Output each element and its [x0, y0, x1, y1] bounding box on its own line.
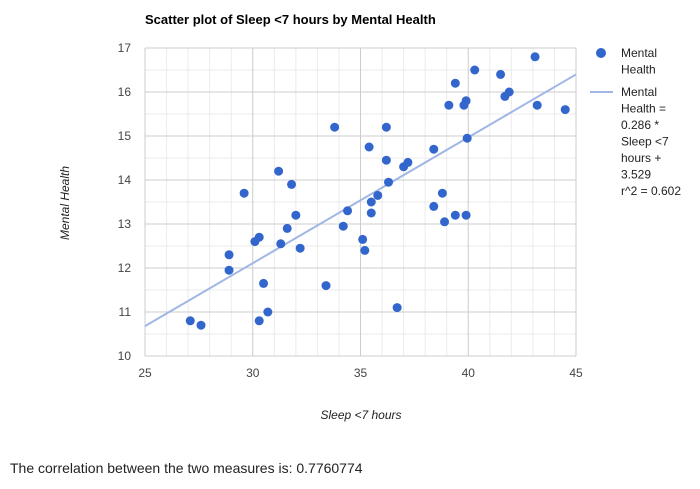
x-axis-label: Sleep <7 hours [320, 408, 401, 422]
legend-text-line: Health = [621, 102, 666, 116]
correlation-text: The correlation between the two measures… [10, 460, 363, 476]
data-point [450, 78, 460, 88]
data-point [259, 278, 269, 288]
data-point [291, 210, 301, 220]
data-point [254, 316, 264, 326]
legend-text-line: Health [621, 63, 656, 77]
legend-text-line: hours + [621, 151, 661, 165]
legend-label-trendline: Mental Health = 0.286 * Sleep <7 hours + 3.52… [621, 85, 681, 198]
data-point [403, 157, 413, 167]
data-point [532, 100, 542, 110]
data-point [461, 210, 471, 220]
grid [144, 47, 577, 357]
y-tick-label: 15 [118, 129, 132, 143]
data-point [338, 221, 348, 231]
data-point [287, 179, 297, 189]
x-tick-label: 45 [569, 366, 583, 380]
data-point [330, 122, 340, 132]
data-point [366, 197, 376, 207]
x-tick-label: 40 [462, 366, 476, 380]
y-tick-label: 16 [118, 85, 132, 99]
data-point [295, 243, 305, 253]
data-point [360, 245, 370, 255]
y-axis-label: Mental Health [58, 166, 72, 240]
y-tick-label: 10 [118, 349, 132, 363]
data-point [450, 210, 460, 220]
data-point [263, 307, 273, 317]
legend-marker-points [596, 48, 606, 58]
data-point [381, 122, 391, 132]
data-point [343, 206, 353, 216]
trendline [144, 73, 577, 327]
data-point [461, 96, 471, 106]
data-point [366, 208, 376, 218]
data-point [239, 188, 249, 198]
trendline-layer [144, 73, 577, 327]
data-point [530, 52, 540, 62]
legend-text-line: Mental [621, 85, 657, 99]
legend-text-line: Sleep <7 [621, 135, 669, 149]
y-tick-label: 14 [118, 173, 132, 187]
y-tick-label: 11 [119, 305, 132, 319]
data-point [364, 142, 374, 152]
data-point [429, 144, 439, 154]
data-point [429, 201, 439, 211]
data-point [384, 177, 394, 187]
data-point [196, 320, 206, 330]
data-point [274, 166, 284, 176]
legend-text-line: Mental [621, 46, 657, 60]
data-point [470, 65, 480, 75]
points-layer [185, 52, 570, 330]
tick-labels: 25 30 35 40 45 10 11 12 13 14 15 16 17 [118, 41, 583, 380]
data-point [185, 316, 195, 326]
legend-label-points: Mental Health [621, 46, 657, 77]
data-point [254, 232, 264, 242]
data-point [560, 105, 570, 115]
legend-text-line: 0.286 * [621, 118, 659, 132]
data-point [392, 303, 402, 313]
legend-text-line: 3.529 [621, 168, 651, 182]
data-point [321, 281, 331, 291]
y-tick-label: 12 [118, 261, 132, 275]
x-tick-label: 25 [138, 366, 152, 380]
legend: Mental Health Mental Health = 0.286 * Sleep … [590, 46, 681, 198]
data-point [373, 190, 383, 200]
data-point [444, 100, 454, 110]
data-point [437, 188, 447, 198]
data-point [496, 69, 506, 79]
legend-text-line: r^2 = 0.602 [621, 184, 681, 198]
chart-title: Scatter plot of Sleep <7 hours by Mental… [145, 12, 436, 27]
data-point [358, 234, 368, 244]
y-tick-label: 13 [118, 217, 132, 231]
data-point [462, 133, 472, 143]
data-point [224, 250, 234, 260]
x-tick-label: 35 [354, 366, 368, 380]
data-point [440, 217, 450, 227]
data-point [282, 223, 292, 233]
x-tick-label: 30 [246, 366, 260, 380]
data-point [381, 155, 391, 165]
data-point [276, 239, 286, 249]
y-tick-label: 17 [118, 41, 132, 55]
data-point [224, 265, 234, 275]
data-point [504, 87, 514, 97]
